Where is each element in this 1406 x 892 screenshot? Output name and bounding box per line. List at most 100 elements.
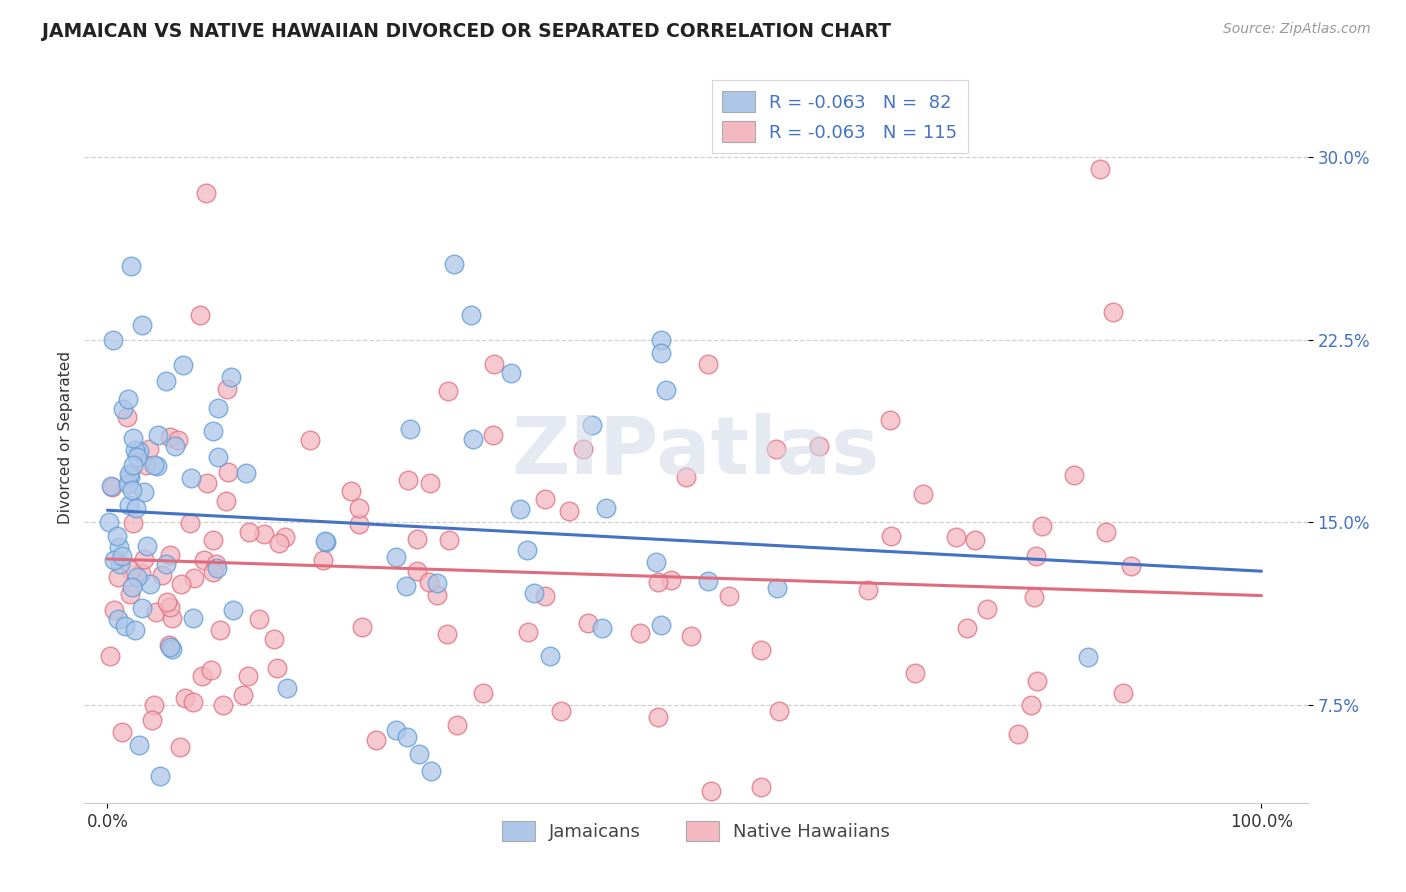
Point (312, 553, 335, 567)
Point (749, 780, 772, 794)
Point (481, 428, 503, 442)
Legend: Jamaicans, Native Hawaiians: Jamaicans, Native Hawaiians (495, 814, 897, 848)
Point (200, 663, 222, 677)
Point (157, 638, 180, 652)
Point (976, 601, 998, 615)
Point (112, 402, 135, 417)
Point (217, 465, 239, 479)
Point (169, 739, 191, 754)
Point (128, 443, 150, 458)
Point (765, 581, 787, 595)
Point (222, 603, 245, 617)
Point (1077, 649, 1099, 664)
Point (105, 529, 128, 543)
Point (159, 599, 181, 614)
Point (238, 524, 260, 539)
Point (436, 626, 458, 640)
Point (159, 548, 181, 562)
Point (207, 401, 229, 415)
Point (253, 526, 276, 541)
Point (159, 429, 181, 443)
Point (516, 542, 538, 557)
Point (128, 739, 150, 753)
Point (191, 669, 214, 683)
Point (211, 698, 233, 713)
Point (768, 704, 790, 718)
Point (1019, 698, 1042, 712)
Point (193, 553, 215, 567)
Point (117, 477, 139, 491)
Point (131, 600, 153, 615)
Point (173, 691, 195, 706)
Point (97, 515, 120, 529)
Point (650, 333, 672, 347)
Point (120, 563, 142, 577)
Point (945, 530, 967, 544)
Point (765, 442, 787, 456)
Point (124, 443, 146, 458)
Point (115, 410, 138, 425)
Point (139, 577, 162, 591)
Point (426, 575, 449, 590)
Point (166, 433, 188, 447)
Point (138, 442, 160, 456)
Point (122, 516, 145, 530)
Point (408, 747, 430, 761)
Point (437, 533, 460, 547)
Point (1102, 305, 1125, 319)
Point (340, 484, 363, 499)
Point (1025, 549, 1047, 564)
Point (160, 611, 183, 625)
Point (180, 471, 202, 485)
Point (644, 555, 666, 569)
Point (509, 501, 531, 516)
Point (350, 620, 373, 634)
Point (576, 616, 599, 631)
Point (659, 573, 682, 587)
Point (364, 733, 387, 747)
Point (142, 458, 165, 472)
Point (108, 558, 131, 572)
Point (647, 710, 669, 724)
Point (111, 724, 134, 739)
Point (236, 669, 259, 683)
Point (121, 581, 143, 595)
Point (202, 425, 225, 439)
Point (394, 579, 416, 593)
Point (591, 621, 613, 635)
Point (132, 552, 155, 566)
Point (125, 501, 148, 516)
Point (471, 686, 494, 700)
Point (314, 534, 336, 549)
Point (219, 369, 242, 384)
Point (103, 553, 125, 567)
Point (146, 458, 169, 473)
Point (170, 576, 193, 591)
Point (558, 504, 581, 518)
Point (179, 516, 201, 531)
Point (142, 698, 165, 713)
Point (267, 536, 290, 550)
Point (215, 494, 238, 508)
Point (522, 585, 544, 599)
Point (807, 439, 830, 453)
Point (679, 629, 702, 643)
Point (1088, 161, 1111, 176)
Point (595, 500, 617, 515)
Point (118, 470, 141, 484)
Point (550, 704, 572, 718)
Point (347, 500, 370, 515)
Point (965, 533, 987, 548)
Point (163, 439, 186, 453)
Point (1112, 686, 1135, 700)
Point (145, 605, 167, 619)
Point (571, 442, 593, 456)
Point (749, 643, 772, 657)
Point (107, 570, 129, 584)
Point (396, 474, 419, 488)
Point (904, 666, 927, 681)
Point (581, 418, 603, 433)
Point (117, 392, 139, 406)
Point (655, 384, 678, 398)
Point (114, 619, 136, 633)
